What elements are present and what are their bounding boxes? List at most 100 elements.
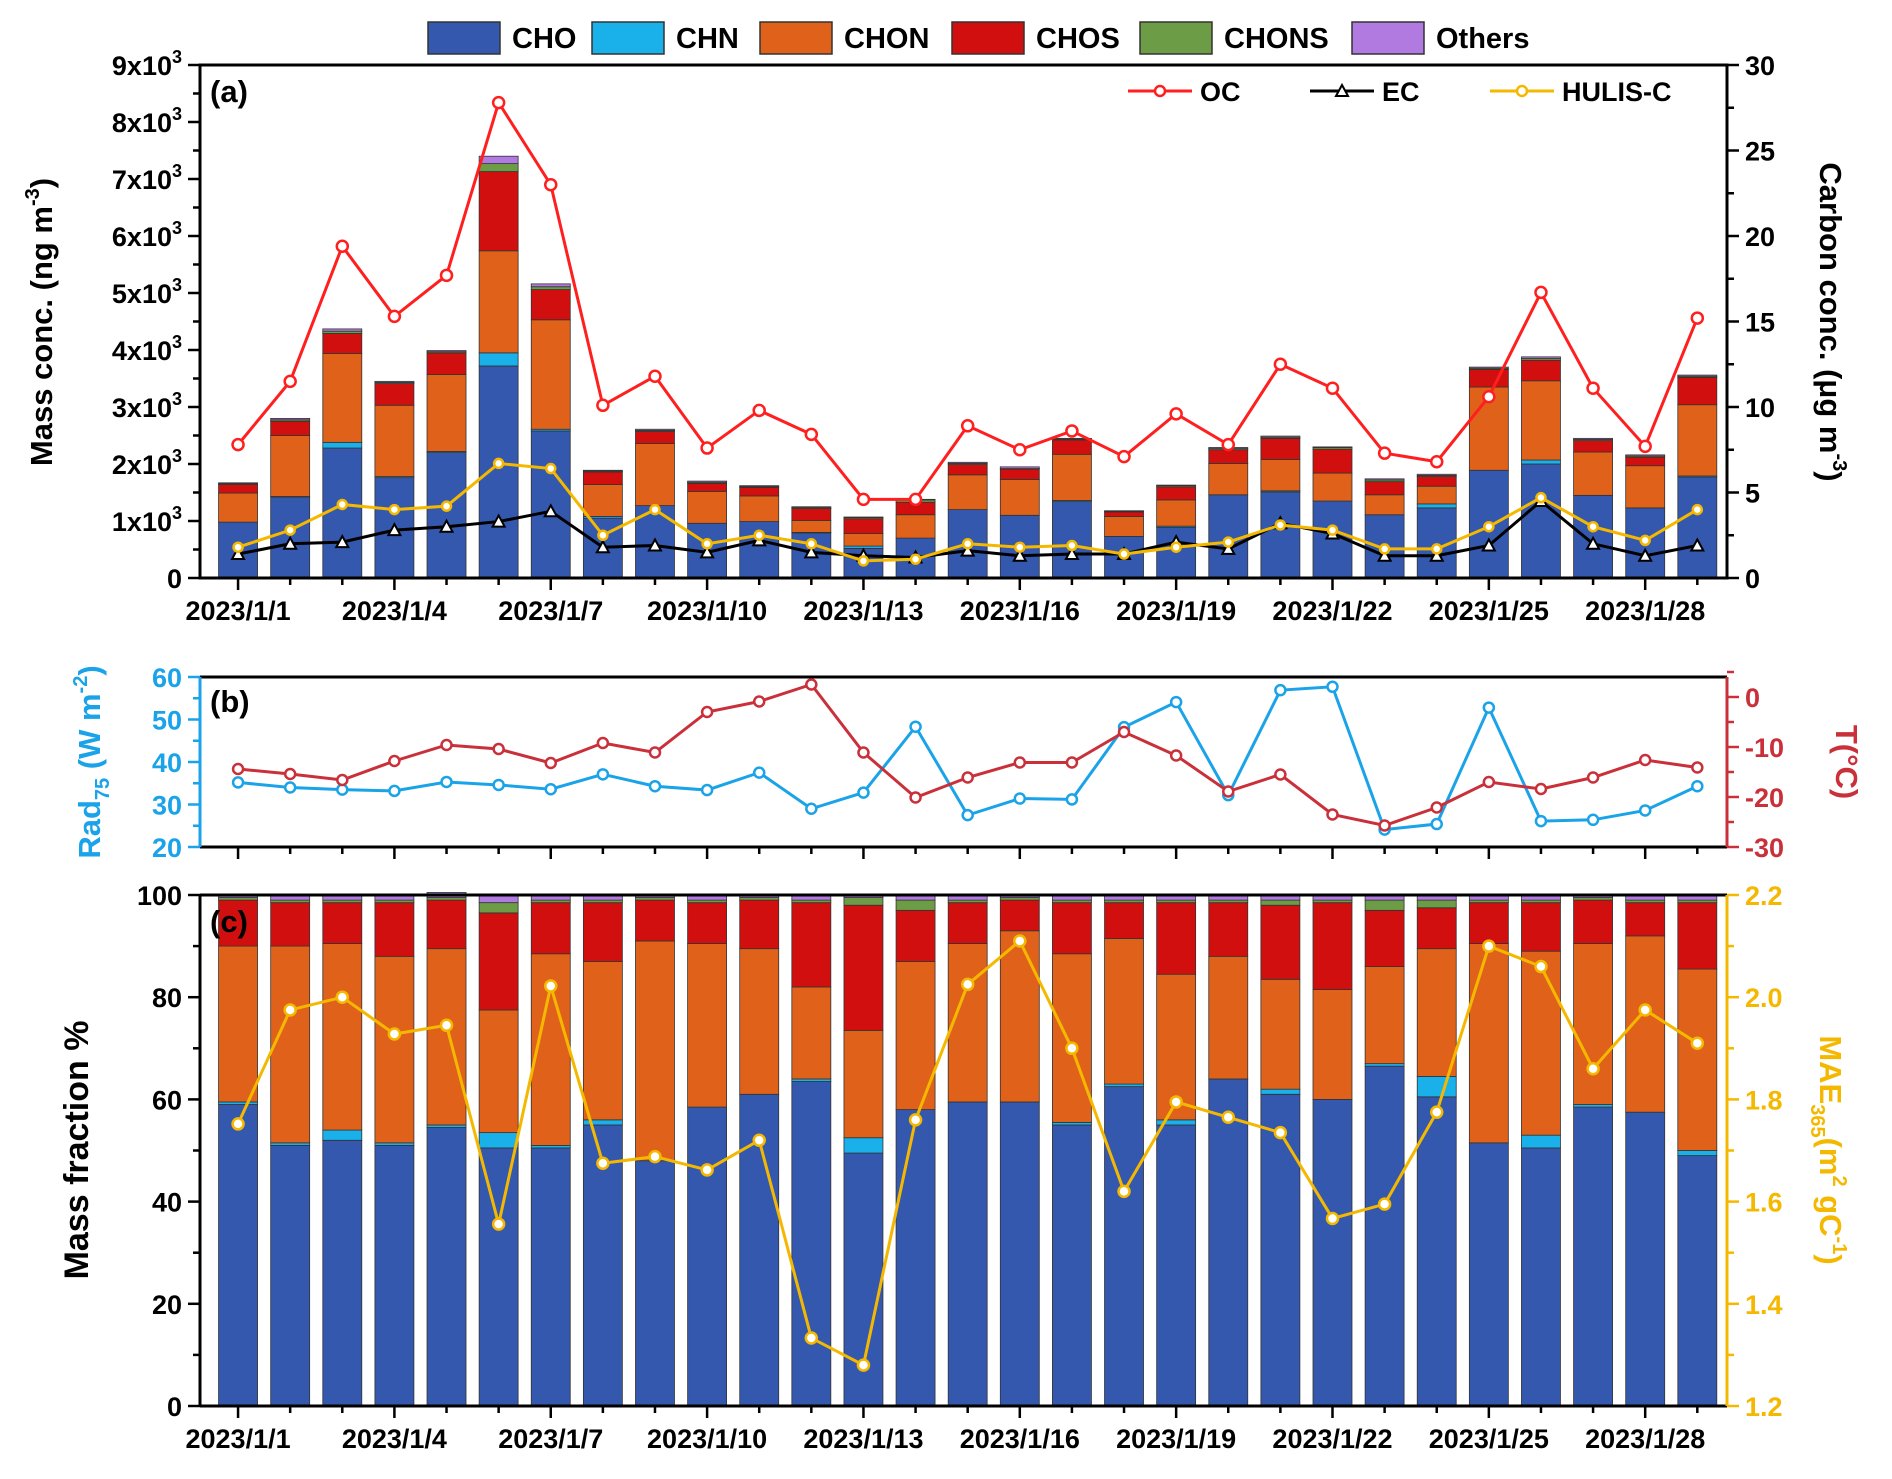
bar-c-chon	[1104, 938, 1144, 1085]
bar-a-others	[1521, 356, 1561, 359]
panel-b-y2-axis-title: T(°C)	[1829, 725, 1864, 799]
bar-c-chon	[478, 1009, 519, 1134]
bar-a-chon	[1312, 472, 1353, 502]
point-hulis-c	[753, 529, 765, 541]
point-temperature	[909, 791, 922, 804]
panel-a-y-tick-base: 4x10	[112, 336, 172, 366]
panel-a-y-axis-title-main: Mass conc. (ng m	[24, 206, 59, 466]
legend-label-chos: CHOS	[1036, 23, 1120, 55]
bar-a-others	[1416, 473, 1457, 476]
bar-c-cho	[426, 1127, 467, 1407]
bar-c-chos	[687, 902, 728, 944]
point-rad75	[596, 768, 610, 781]
point-rad75	[1169, 695, 1183, 709]
panel-a-y2-axis-title-close: )	[1813, 471, 1848, 481]
bar-c-chons	[1364, 899, 1405, 911]
panel-c-y2-tick-label: 2.2	[1745, 881, 1783, 911]
bar-a-chon	[739, 495, 780, 522]
bar-a-chos	[582, 471, 623, 485]
bar-c-chons	[1416, 899, 1457, 909]
legend-label-cho: CHO	[512, 23, 576, 55]
panel-b-y-axis-title-sub: 75	[92, 778, 114, 800]
bar-a-others	[999, 466, 1040, 469]
bar-c-cho	[687, 1106, 728, 1407]
bar-a-others	[478, 155, 519, 165]
panel-a-x-tick-label: 2023/1/4	[342, 596, 447, 626]
panel-a-y-tick-label: 6x103	[112, 218, 182, 252]
panel-a-y-tick-exp: 3	[172, 503, 182, 523]
bar-a-others	[582, 469, 623, 472]
point-temperature	[1169, 749, 1183, 762]
point-oc	[1429, 454, 1444, 469]
point-temperature	[1378, 819, 1391, 832]
bar-c-chon	[1468, 943, 1509, 1144]
point-mae365	[960, 977, 975, 992]
panel-a-x-tick-label: 2023/1/22	[1272, 596, 1392, 626]
panel-a-x-tick-label: 2023/1/28	[1585, 596, 1705, 626]
point-rad75	[388, 784, 401, 798]
point-temperature	[700, 705, 714, 719]
panel-a-x-tick-label: 2023/1/13	[803, 596, 923, 626]
point-oc	[752, 403, 766, 418]
point-oc	[648, 369, 662, 383]
panel-a-y-tick-base: 9x10	[112, 51, 172, 81]
legend-swatch-chon	[759, 21, 833, 55]
legend-line-label-1: EC	[1382, 77, 1420, 107]
panel-b-y-tick-label: 20	[152, 833, 182, 863]
point-oc	[544, 177, 558, 192]
bar-c-chos	[895, 909, 936, 962]
panel-b-y-axis-title: Rad75 (W m-2)	[70, 665, 114, 858]
point-mae365	[1325, 1211, 1340, 1226]
bar-c-chos	[530, 902, 571, 955]
point-oc	[1377, 446, 1392, 460]
panel-a-y-tick-label: 4x103	[112, 332, 182, 366]
bar-a-chon	[1416, 485, 1457, 505]
point-mae365	[856, 1358, 871, 1372]
bar-a-chon	[1156, 499, 1197, 527]
panel-a-y-tick-base: 8x10	[112, 108, 172, 138]
panel-c-y-tick-label: 20	[152, 1290, 182, 1320]
bar-c-cho	[1208, 1078, 1249, 1407]
bar-a-others	[791, 506, 832, 508]
bar-c-chn	[1521, 1134, 1561, 1149]
panel-c-y2-axis-title-sup2: -1	[1828, 1237, 1850, 1255]
point-rad75	[805, 802, 818, 815]
point-mae365	[231, 1117, 245, 1131]
point-temperature	[492, 742, 505, 756]
bar-c-chos	[478, 912, 519, 1011]
panel-a-y-tick-base: 1x10	[112, 507, 172, 537]
panel-a-y2-tick-label: 10	[1745, 393, 1775, 423]
bar-c-cho	[322, 1139, 363, 1407]
point-rad75	[492, 778, 505, 792]
point-oc	[1117, 449, 1131, 464]
point-mae365	[1065, 1041, 1079, 1056]
bar-c-chon	[218, 945, 258, 1103]
panel-c-y2-tick-label: 1.2	[1745, 1392, 1783, 1422]
point-oc	[1482, 389, 1496, 404]
bar-a-chn	[1521, 459, 1561, 465]
bar-c-chn	[478, 1132, 519, 1149]
bar-c-chon	[635, 940, 675, 1162]
bar-c-chos	[322, 902, 363, 944]
point-mae365	[596, 1156, 610, 1171]
point-mae365	[1377, 1197, 1392, 1211]
point-hulis-c	[1326, 524, 1339, 536]
bar-c-chos	[947, 902, 988, 944]
bar-a-chos	[999, 468, 1040, 480]
bar-a-chon	[374, 404, 415, 477]
point-ec	[1376, 547, 1393, 562]
panel-c: 2023/1/1 2023/1/4 2023/1/7 2023/1/10 2023/1/…	[58, 881, 1850, 1454]
point-hulis-c	[545, 462, 557, 475]
bar-a-chon	[687, 490, 728, 524]
bar-c-cho	[947, 1101, 988, 1407]
point-ec	[282, 535, 298, 550]
bar-a-chos	[1312, 448, 1353, 474]
panel-a-y-axis-title-sup: -3	[22, 188, 44, 206]
panel-c-y-tick-label: 40	[152, 1188, 182, 1218]
bar-c-chon	[1312, 989, 1353, 1100]
bar-a-others	[1156, 484, 1197, 487]
panel-a-y-tick-label: 0	[167, 564, 182, 594]
bar-c-cho	[1260, 1093, 1301, 1407]
bar-c-chos	[1312, 902, 1353, 990]
panel-a-y-tick-exp: 3	[172, 389, 182, 409]
